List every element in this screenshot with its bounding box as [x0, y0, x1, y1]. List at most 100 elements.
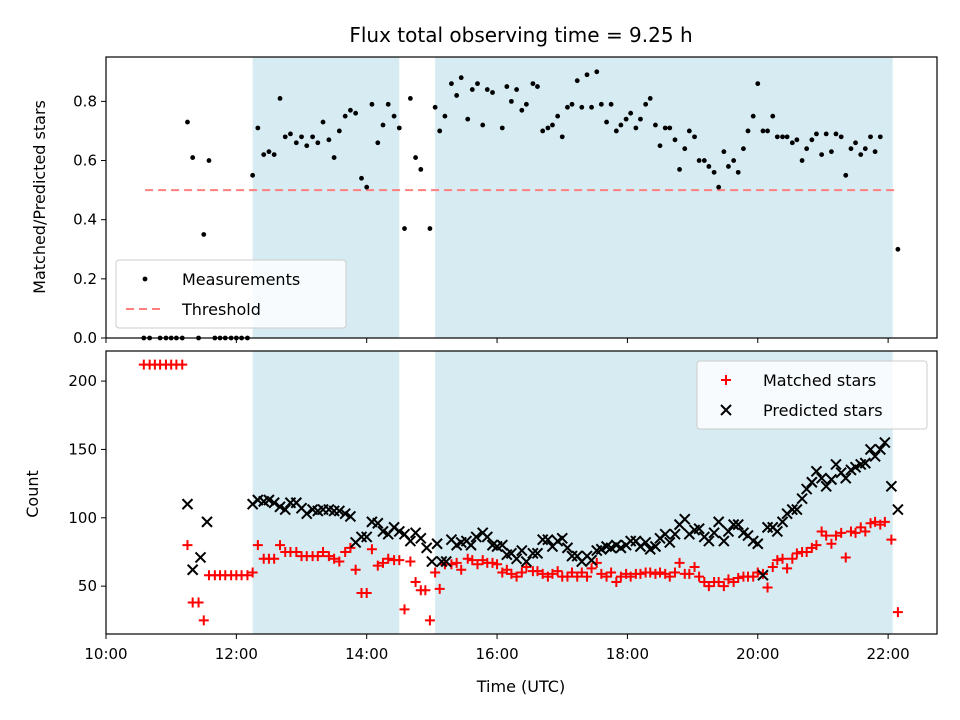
measurement-point: [895, 246, 901, 252]
matched-star-point: [826, 538, 837, 549]
measurement-point: [638, 116, 643, 122]
predicted-star-point: [864, 443, 877, 456]
predicted-star-point: [679, 513, 691, 525]
measurement-point: [584, 72, 590, 78]
predicted-star-point: [531, 547, 544, 560]
measurement-point: [677, 167, 682, 172]
predicted-star-point: [404, 535, 417, 547]
y-tick-label: 0.6: [73, 152, 97, 170]
legend-marker: [720, 404, 732, 416]
measurement-point: [201, 232, 207, 237]
measurement-point: [770, 113, 776, 119]
predicted-star-point: [194, 551, 207, 564]
matched-star-point: [787, 553, 798, 564]
matched-star-point: [521, 562, 532, 573]
measurement-point: [261, 152, 267, 158]
matched-star-point: [456, 564, 467, 575]
predicted-star-point: [516, 544, 528, 557]
ratio-panel: 0.0 0.2 0.4 0.6 0.8 Measurements Threshold: [73, 56, 938, 347]
measurement-point: [701, 158, 707, 163]
matched-star-point: [424, 615, 435, 626]
matched-star-point: [865, 518, 876, 529]
matched-star-point: [516, 567, 527, 578]
matched-star-point: [434, 583, 445, 594]
measurement-point: [458, 75, 464, 81]
measurement-point: [407, 96, 413, 101]
measurement-point: [331, 155, 337, 160]
measurement-point: [523, 101, 529, 107]
predicted-star-point: [669, 528, 681, 540]
matched-star-point: [689, 562, 700, 573]
legend-label: Matched stars: [763, 371, 876, 390]
measurement-point: [437, 128, 443, 134]
measurement-point: [858, 152, 864, 158]
measurement-point: [838, 134, 844, 140]
matched-star-point: [870, 516, 881, 527]
predicted-star-point: [892, 503, 904, 516]
measurement-point: [375, 140, 381, 146]
measurement-point: [190, 155, 196, 160]
x-tick-label: 20:00: [736, 645, 779, 663]
predicted-star-point: [333, 505, 346, 517]
matched-star-point: [567, 567, 578, 578]
measurement-point: [589, 104, 594, 110]
matched-star-point: [177, 359, 188, 370]
predicted-star-point: [465, 539, 477, 551]
matched-star-point: [576, 567, 587, 578]
matched-star-point: [655, 567, 665, 578]
predicted-star-point: [556, 532, 568, 545]
measurement-point: [716, 184, 722, 190]
ratio-y-axis-label: Matched/Predicted stars: [30, 100, 49, 294]
measurement-point: [353, 110, 359, 116]
matched-star-point: [713, 577, 724, 588]
matched-star-point: [198, 615, 209, 626]
measurement-point: [555, 113, 561, 119]
matched-star-point: [242, 570, 253, 581]
predicted-star-point: [420, 542, 433, 554]
measurement-point: [442, 113, 448, 119]
measurement-point: [413, 155, 418, 160]
measurement-point: [475, 81, 480, 87]
matched-star-point: [506, 568, 517, 579]
measurement-point: [277, 96, 283, 101]
x-tick-label: 18:00: [606, 645, 649, 663]
measurement-point: [745, 128, 751, 134]
measurement-point: [282, 134, 288, 140]
measurement-point: [804, 146, 810, 152]
measurement-point: [755, 81, 761, 87]
matched-star-point: [372, 560, 383, 571]
measurement-point: [250, 172, 256, 178]
observing-window: [252, 351, 400, 634]
measurement-point: [449, 81, 454, 87]
measurement-point: [628, 110, 634, 116]
predicted-star-point: [727, 518, 740, 531]
matched-star-point: [674, 557, 685, 568]
matched-star-point: [275, 540, 286, 551]
measurement-point: [819, 152, 825, 158]
measurement-point: [692, 134, 697, 140]
matched-star-point: [645, 567, 656, 578]
matched-star-point: [361, 587, 372, 598]
measurement-point: [765, 128, 770, 134]
measurement-point: [271, 152, 277, 158]
predicted-star-point: [470, 531, 482, 543]
predicted-star-point: [561, 542, 574, 554]
matched-star-point: [830, 530, 841, 541]
predicted-star-point: [510, 553, 523, 565]
predicted-star-point: [426, 555, 438, 568]
matched-star-point: [312, 551, 323, 562]
matched-star-point: [596, 568, 607, 579]
matched-star-point: [182, 540, 193, 551]
legend-box: [115, 259, 347, 329]
measurement-point: [862, 146, 868, 152]
y-tick-label: 0.4: [73, 211, 97, 229]
matched-star-point: [772, 555, 783, 566]
matched-star-point: [247, 567, 258, 578]
matched-star-point: [582, 571, 593, 582]
matched-star-point: [532, 566, 543, 577]
predicted-star-point: [664, 536, 676, 549]
predicted-star-point: [830, 458, 842, 471]
measurement-point: [789, 140, 795, 146]
predicted-star-point: [624, 535, 637, 547]
